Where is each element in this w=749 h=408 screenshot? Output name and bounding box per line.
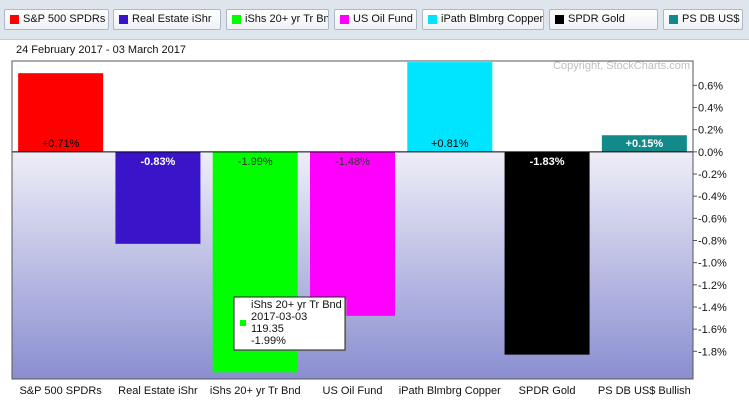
legend-item[interactable]: iPath Blmbrg Copper bbox=[422, 9, 544, 30]
x-tick-label: US Oil Fund bbox=[323, 385, 383, 397]
legend-swatch bbox=[669, 15, 678, 24]
tooltip-line: iShs 20+ yr Tr Bnd bbox=[251, 299, 342, 311]
y-tick-label: 0.0% bbox=[698, 147, 723, 159]
x-tick-label: iPath Blmbrg Copper bbox=[399, 385, 501, 397]
x-tick-label: PS DB US$ Bullish bbox=[598, 385, 691, 397]
bar bbox=[115, 151, 201, 244]
legend-label: PS DB US$ Bullish bbox=[682, 13, 742, 25]
tooltip-line: 2017-03-03 bbox=[251, 311, 307, 323]
legend-label: SPDR Gold bbox=[568, 13, 625, 25]
data-label: -0.83% bbox=[140, 156, 175, 168]
bar bbox=[504, 151, 590, 355]
y-tick-label: 0.6% bbox=[698, 80, 723, 92]
x-tick-label: SPDR Gold bbox=[519, 385, 576, 397]
y-tick-label: -1.8% bbox=[698, 346, 727, 358]
positive-region bbox=[12, 61, 693, 152]
copyright: Copyright, StockCharts.com bbox=[553, 60, 690, 72]
legend-item[interactable]: iShs 20+ yr Tr Bnd bbox=[226, 9, 329, 30]
bar bbox=[310, 151, 395, 316]
data-label: +0.15% bbox=[626, 138, 664, 150]
tooltip-line: -1.99% bbox=[251, 335, 286, 347]
bar bbox=[18, 73, 104, 152]
legend-label: US Oil Fund bbox=[353, 13, 413, 25]
data-label: -1.99% bbox=[238, 156, 273, 168]
x-tick-label: Real Estate iShr bbox=[118, 385, 198, 397]
x-tick-label: iShs 20+ yr Tr Bnd bbox=[210, 385, 301, 397]
bar bbox=[407, 62, 493, 152]
legend-label: S&P 500 SPDRs bbox=[23, 13, 106, 25]
y-tick-label: -1.6% bbox=[698, 324, 727, 336]
legend-item[interactable]: US Oil Fund bbox=[334, 9, 417, 30]
legend-swatch bbox=[555, 15, 564, 24]
legend-swatch bbox=[10, 15, 19, 24]
date-range: 24 February 2017 - 03 March 2017 bbox=[16, 44, 186, 56]
y-tick-label: -0.6% bbox=[698, 213, 727, 225]
legend-item[interactable]: PS DB US$ Bullish bbox=[663, 9, 743, 30]
performance-bar-chart: 24 February 2017 - 03 March 2017 Copyrigh… bbox=[11, 44, 727, 397]
y-tick-label: -0.4% bbox=[698, 191, 727, 203]
data-label: +0.71% bbox=[42, 138, 80, 150]
y-tick-label: 0.4% bbox=[698, 103, 723, 115]
y-tick-label: -1.4% bbox=[698, 302, 727, 314]
legend-swatch bbox=[119, 15, 128, 24]
legend: S&P 500 SPDRs Real Estate iShr iShs 20+ yr… bbox=[0, 0, 749, 40]
y-tick-label: 0.2% bbox=[698, 125, 723, 137]
y-tick-label: -0.8% bbox=[698, 235, 727, 247]
tooltip-swatch bbox=[240, 320, 246, 326]
data-label: +0.81% bbox=[431, 138, 469, 150]
x-tick-label: S&P 500 SPDRs bbox=[19, 385, 102, 397]
plot-frame bbox=[11, 60, 694, 380]
legend-swatch bbox=[340, 15, 349, 24]
legend-item[interactable]: S&P 500 SPDRs bbox=[4, 9, 109, 30]
legend-swatch bbox=[428, 15, 437, 24]
y-tick-label: -0.2% bbox=[698, 169, 727, 181]
bar bbox=[601, 135, 687, 152]
legend-swatch bbox=[232, 15, 241, 24]
legend-label: iPath Blmbrg Copper bbox=[441, 13, 544, 25]
legend-item[interactable]: SPDR Gold bbox=[549, 9, 658, 30]
legend-label: iShs 20+ yr Tr Bnd bbox=[245, 13, 329, 25]
y-tick-label: -1.2% bbox=[698, 280, 727, 292]
data-label: -1.48% bbox=[335, 156, 370, 168]
y-tick-label: -1.0% bbox=[698, 258, 727, 270]
legend-item[interactable]: Real Estate iShr bbox=[113, 9, 221, 30]
tooltip bbox=[233, 296, 346, 351]
legend-label: Real Estate iShr bbox=[132, 13, 212, 25]
tooltip-line: 119.35 bbox=[251, 323, 284, 335]
data-label: -1.83% bbox=[530, 156, 565, 168]
